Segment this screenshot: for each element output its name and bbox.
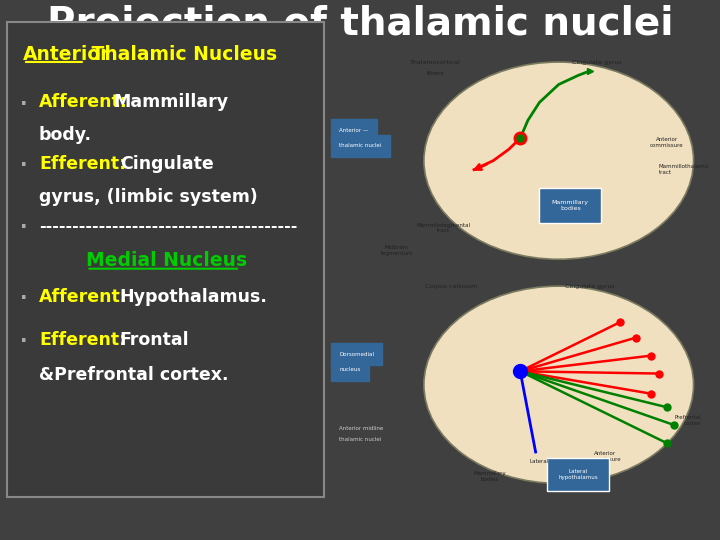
Text: Mammillary
bodies: Mammillary bodies [552, 200, 589, 211]
Text: Hypothalamus.: Hypothalamus. [120, 288, 268, 306]
Text: Thalamocortical: Thalamocortical [410, 60, 461, 65]
Text: Frontal: Frontal [120, 330, 189, 349]
Text: Cingulate gyrus: Cingulate gyrus [572, 60, 622, 65]
Ellipse shape [424, 62, 693, 259]
Text: Mammillothalamic
tract: Mammillothalamic tract [659, 164, 710, 175]
Text: thalamic nuclei: thalamic nuclei [339, 437, 382, 442]
Text: ·: · [20, 218, 27, 237]
Text: thalamic nuclei: thalamic nuclei [339, 143, 382, 148]
Text: Cingulate: Cingulate [120, 155, 213, 173]
Text: ·: · [20, 289, 27, 308]
Text: Thalamic Nucleus: Thalamic Nucleus [85, 45, 277, 64]
Text: fibers: fibers [427, 71, 444, 77]
Text: Mammillary: Mammillary [113, 93, 228, 111]
Text: ---------------------------------------: --------------------------------------- [39, 219, 297, 234]
Text: Anterior —: Anterior — [339, 127, 369, 132]
Text: Midbrain
tegmentum: Midbrain tegmentum [381, 245, 413, 256]
Text: Prefrontal
cortex: Prefrontal cortex [675, 415, 701, 426]
Text: Anterior: Anterior [23, 45, 111, 64]
Text: ·: · [20, 94, 27, 113]
Text: nucleus: nucleus [339, 367, 361, 372]
Ellipse shape [424, 286, 693, 483]
Text: Anterior midline: Anterior midline [339, 426, 384, 430]
Text: Efferent:: Efferent: [39, 330, 126, 349]
Text: ·: · [20, 156, 27, 176]
Text: Afferent:: Afferent: [39, 93, 127, 111]
Text: Efferent:: Efferent: [39, 155, 126, 173]
Text: Medial Nucleus: Medial Nucleus [86, 251, 248, 271]
Text: ·: · [20, 332, 27, 351]
Text: Lateral
hypothalamus: Lateral hypothalamus [558, 469, 598, 480]
Text: Afferent:: Afferent: [39, 288, 127, 306]
Text: Anterior
commissure: Anterior commissure [649, 137, 683, 148]
Text: Anterior
commissure: Anterior commissure [588, 451, 622, 462]
Text: Lateral: Lateral [530, 459, 549, 464]
Text: Mammilotegmental
tract: Mammilotegmental tract [416, 222, 470, 233]
Text: &Prefrontal cortex.: &Prefrontal cortex. [39, 366, 228, 384]
Text: Dorsomedial: Dorsomedial [339, 352, 374, 356]
Text: Mammillary
bodies: Mammillary bodies [473, 471, 505, 482]
Text: Cingulate gyrus: Cingulate gyrus [564, 285, 614, 289]
Text: gyrus, (limbic system): gyrus, (limbic system) [39, 188, 258, 206]
FancyBboxPatch shape [7, 22, 324, 497]
Text: Corpus callosum: Corpus callosum [425, 285, 477, 289]
Text: body.: body. [39, 126, 92, 144]
Text: Projection of thalamic nuclei: Projection of thalamic nuclei [47, 5, 673, 43]
